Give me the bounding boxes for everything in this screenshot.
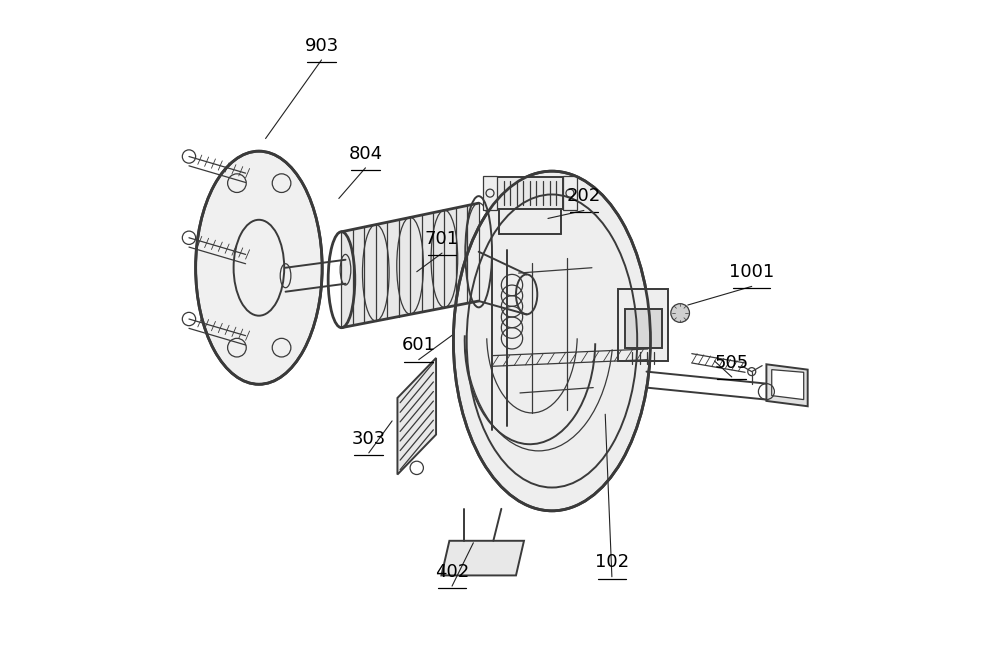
Text: 804: 804	[348, 145, 383, 163]
Text: 505: 505	[715, 354, 749, 372]
Text: 903: 903	[304, 37, 339, 55]
Bar	[625, 309, 662, 348]
Text: 102: 102	[595, 553, 629, 571]
Polygon shape	[766, 364, 808, 406]
Polygon shape	[341, 203, 479, 328]
Bar	[483, 176, 497, 210]
Polygon shape	[397, 358, 436, 474]
Ellipse shape	[671, 304, 689, 322]
Text: 1001: 1001	[729, 263, 774, 281]
Text: 601: 601	[402, 336, 436, 354]
Ellipse shape	[196, 151, 322, 384]
Text: 402: 402	[435, 563, 469, 581]
Bar	[497, 177, 563, 209]
Polygon shape	[441, 541, 524, 575]
Text: 202: 202	[567, 187, 601, 205]
Polygon shape	[772, 370, 804, 400]
Bar	[563, 176, 577, 210]
Ellipse shape	[453, 171, 651, 511]
Text: 303: 303	[352, 430, 386, 448]
Bar	[618, 289, 668, 361]
Text: 701: 701	[425, 230, 459, 248]
